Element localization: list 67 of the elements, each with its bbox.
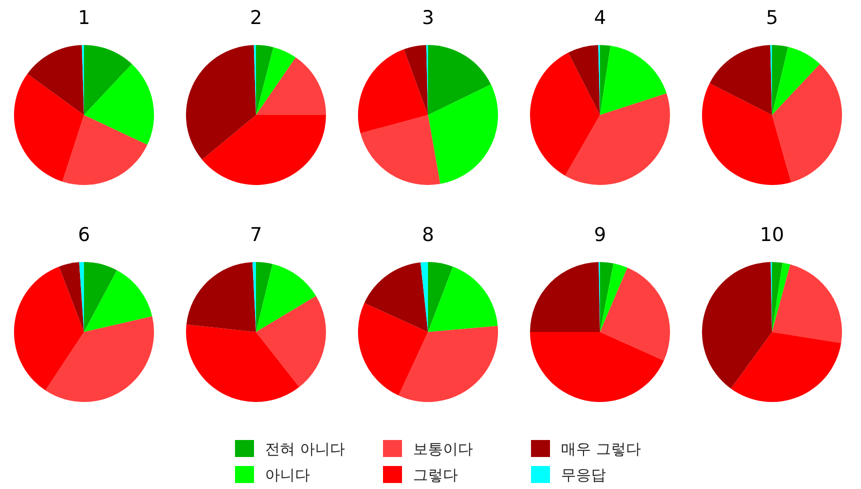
pie-slice [256,57,326,115]
chart-title: 10 [760,224,784,246]
chart-title: 3 [422,7,434,29]
legend-label: 보통이다 [413,440,473,458]
pie-slice [428,266,498,332]
pie-slice [420,262,428,332]
chart-title: 8 [422,224,434,246]
pie-slice [702,262,772,389]
pie-slice [730,332,842,402]
pie-slice [256,296,326,388]
pie-slice [202,115,326,185]
pie-slice [14,74,84,182]
pie-slice [772,45,788,115]
chart-title: 6 [78,224,90,246]
pie-slice [27,45,84,115]
pie-slice [772,46,820,115]
pie-slice [256,45,274,115]
pie-slice [62,115,148,185]
chart-title: 9 [594,224,606,246]
pie-slice [186,262,256,332]
pie-slice [186,324,300,402]
chart-title: 1 [78,7,90,29]
pie-slice [84,64,154,145]
pie-slice [186,45,256,160]
legend-label: 아니다 [265,466,310,484]
pie-slice [600,268,670,361]
pie-slice [45,316,154,402]
pie-slice [772,264,842,343]
pie-slice [428,45,491,115]
pie-slice [84,270,152,332]
pie-slice [710,45,772,115]
pie-slice [84,262,117,332]
pie-slice [600,263,628,332]
pie-slice [358,302,428,396]
pie-slice [428,262,453,332]
legend-label: 무응답 [561,466,606,484]
pie-slice [84,45,132,115]
chart-title: 7 [250,224,262,246]
pie-slice [772,262,790,332]
pie-slice [600,262,614,332]
pie-slice [565,93,670,185]
pie-slice [59,262,84,332]
pie-slice [364,262,428,332]
pie-slice [530,52,600,176]
pie-slice [772,262,783,332]
pie-slice [256,262,273,332]
legend-label: 그렇다 [413,466,458,484]
legend-label: 매우 그렇다 [561,440,641,458]
pie-slice [600,46,667,115]
pie-slice [14,266,84,390]
pie-slice [404,45,428,115]
chart-title: 5 [766,7,778,29]
pie-slice [600,45,611,115]
pie-slice [772,64,842,182]
pie-slice [256,47,296,115]
pie-slice [360,115,440,185]
pie-slice [568,45,600,115]
chart-title: 2 [250,7,262,29]
pie-slice [702,83,792,185]
legend-label: 전혀 아니다 [265,440,345,458]
pie-slice [358,49,428,134]
pie-slice [530,262,600,332]
chart-title: 4 [594,7,606,29]
pie-slice [256,264,316,332]
pie-slice [530,332,664,402]
pie-slice [428,84,498,184]
pie-slice [398,326,498,402]
